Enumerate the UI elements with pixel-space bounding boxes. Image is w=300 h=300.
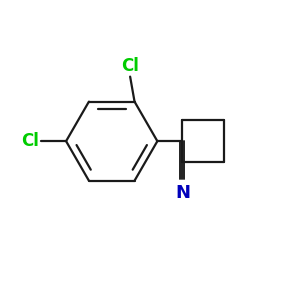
Text: Cl: Cl — [121, 57, 139, 75]
Text: Cl: Cl — [21, 132, 39, 150]
Text: N: N — [176, 184, 191, 202]
